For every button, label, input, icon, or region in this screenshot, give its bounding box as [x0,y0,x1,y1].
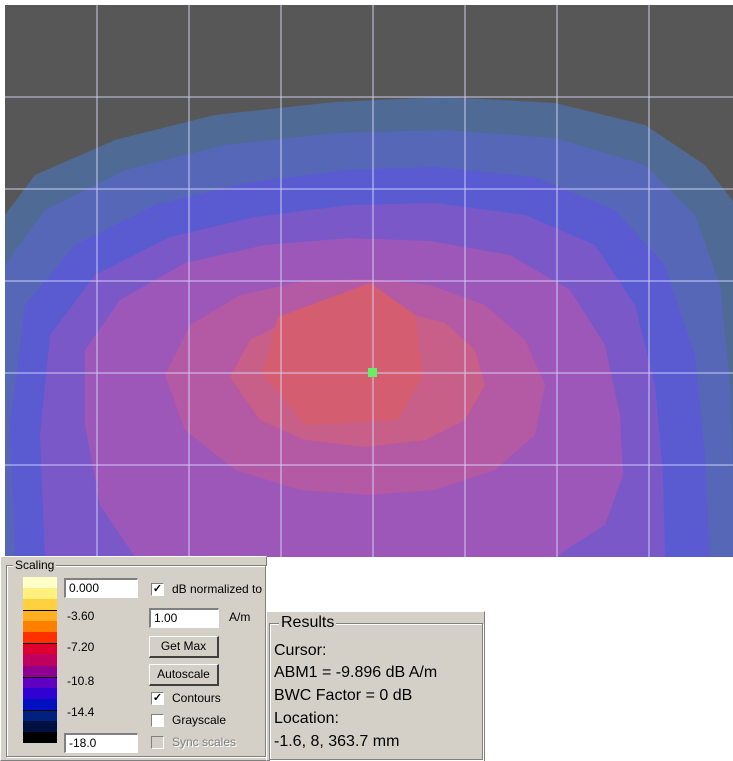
contour-layers [5,97,733,557]
field-map-plot[interactable] [5,5,733,557]
scaling-group-title: Scaling [13,558,57,572]
sync-scales-check-mark [151,736,164,749]
results-group-title: Results [279,614,337,632]
color-scale-swatch [23,610,57,622]
db-normalized-check-mark[interactable]: ✓ [151,583,164,596]
get-max-button[interactable]: Get Max [149,636,219,658]
scale-max-field[interactable]: 0.000 [64,578,138,598]
color-scale-swatch [23,720,57,733]
normalization-value-field[interactable]: 1.00 [149,608,219,628]
color-scale-swatch [23,665,57,678]
contours-label: Contours [172,691,221,705]
color-scale-swatch [23,709,57,722]
color-scale-tick [23,610,57,612]
color-scale-swatch [23,632,57,644]
grayscale-label: Grayscale [172,713,227,727]
color-scale-swatch [23,643,57,655]
color-scale-tick [23,676,57,678]
scale-tick-label: -14.4 [67,705,95,719]
cursor-marker[interactable] [368,368,377,377]
color-scale-swatch [23,731,57,744]
db-normalized-label: dB normalized to [172,582,263,596]
scale-tick-label: -3.60 [67,609,95,623]
color-scale-tick [23,643,57,645]
location-readout: -1.6, 8, 363.7 mm [274,733,400,750]
color-scale-swatch [23,687,57,700]
sync-scales-label: Sync scales [172,735,237,749]
results-groupbox [269,623,483,760]
color-scale-tick [23,709,57,711]
plot-grid [5,5,733,557]
scale-tick-label: -10.8 [67,674,95,688]
scaling-panel: Scaling 0.000 -3.60 -7.20 -10.8 -14.4 -1… [0,556,267,761]
location-label: Location: [274,710,339,727]
contour-level-8 [262,283,423,425]
results-panel: Results Cursor: ABM1 = -9.896 dB A/m BWC… [266,611,485,761]
cursor-label: Cursor: [274,642,327,659]
scale-min-field[interactable]: -18.0 [64,733,138,753]
color-scale-swatch [23,676,57,689]
autoscale-button[interactable]: Autoscale [149,664,219,686]
color-scale-swatch [23,654,57,667]
abm1-readout: ABM1 = -9.896 dB A/m [274,664,438,681]
scaling-groupbox [6,565,266,757]
grayscale-check-mark[interactable] [151,714,164,727]
color-scale-swatch [23,599,57,611]
bwc-factor-readout: BWC Factor = 0 dB [274,687,413,704]
contours-check-mark[interactable]: ✓ [151,692,164,705]
normalization-unit-label: A/m [229,610,251,624]
color-scale-swatch [23,588,57,600]
color-scale-swatch [23,621,57,633]
color-scale-swatch [23,698,57,711]
scale-tick-label: -7.20 [67,640,95,654]
color-scale-swatch [23,577,57,589]
